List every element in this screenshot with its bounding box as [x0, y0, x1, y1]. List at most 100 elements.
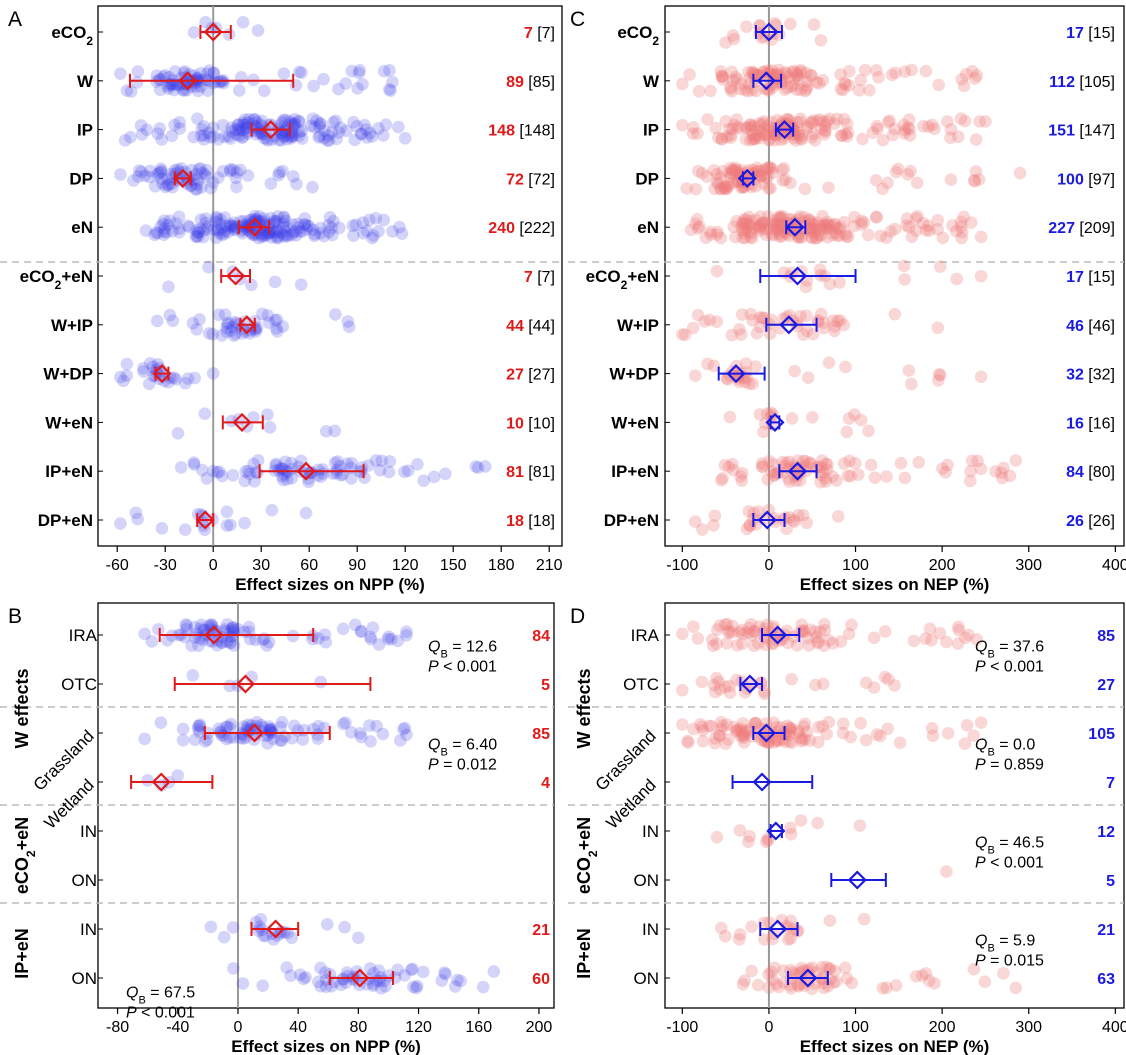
data-point	[743, 118, 756, 132]
x-tick-label: 150	[440, 557, 467, 574]
data-point	[178, 630, 191, 644]
data-point	[372, 638, 386, 651]
mean-marker	[759, 22, 779, 42]
data-point	[963, 474, 977, 488]
mean-marker	[195, 510, 215, 530]
count-label: 27 [27]	[506, 367, 555, 384]
data-point	[772, 980, 786, 994]
data-point	[791, 469, 804, 482]
data-point	[737, 180, 751, 194]
data-point	[400, 728, 413, 742]
data-point	[807, 114, 820, 127]
data-point	[213, 465, 226, 479]
data-point	[720, 718, 734, 731]
data-point	[157, 225, 171, 238]
data-point	[840, 425, 854, 439]
data-point	[200, 170, 213, 184]
data-point	[377, 213, 391, 227]
data-point	[738, 974, 751, 987]
data-point	[801, 119, 814, 133]
data-point	[928, 976, 941, 990]
data-point	[260, 639, 274, 652]
data-point	[738, 231, 752, 245]
data-point	[753, 124, 767, 138]
data-point	[791, 978, 805, 992]
data-point	[254, 913, 268, 926]
data-point	[712, 675, 726, 689]
data-point	[828, 324, 841, 338]
data-point	[773, 211, 787, 225]
data-point	[179, 618, 193, 631]
data-point	[739, 357, 753, 370]
data-point	[212, 171, 225, 185]
data-point	[968, 174, 982, 188]
data-point	[197, 224, 210, 237]
data-point	[944, 173, 958, 187]
data-point	[167, 83, 181, 97]
data-point	[933, 626, 947, 640]
data-point	[803, 456, 817, 469]
data-point	[705, 720, 718, 733]
data-point	[278, 129, 292, 143]
data-point	[192, 719, 205, 733]
data-point	[676, 118, 689, 132]
data-point	[354, 730, 368, 744]
data-point	[312, 120, 326, 133]
data-point	[902, 220, 916, 234]
data-point	[227, 623, 240, 637]
data-point	[736, 729, 750, 742]
count-label: 151 [147]	[1048, 123, 1115, 140]
count-label: 10 [10]	[506, 415, 555, 432]
data-point	[686, 127, 700, 140]
data-point	[900, 212, 914, 225]
data-point	[962, 628, 975, 642]
data-point	[454, 974, 467, 988]
data-point	[233, 163, 247, 177]
data-point	[794, 309, 807, 323]
data-point	[714, 65, 728, 78]
data-point	[730, 214, 743, 228]
data-point	[730, 724, 743, 737]
data-point	[291, 460, 305, 474]
row-label: IN	[80, 920, 97, 939]
panel-label: D	[570, 605, 585, 628]
data-point	[330, 132, 343, 146]
data-point	[974, 716, 988, 729]
data-point	[791, 639, 804, 652]
data-point	[334, 121, 347, 134]
data-point	[707, 164, 721, 177]
data-point	[801, 631, 814, 645]
data-point	[973, 115, 986, 128]
data-point	[833, 276, 846, 289]
data-point	[225, 630, 239, 644]
count-label: 7	[1106, 775, 1115, 792]
mean-marker	[740, 674, 760, 694]
data-point	[737, 736, 751, 749]
data-point	[753, 722, 767, 735]
row-label: IN	[642, 920, 659, 939]
data-point	[293, 968, 307, 982]
data-point	[236, 123, 250, 137]
data-point	[298, 218, 312, 232]
data-point	[724, 128, 737, 142]
data-point	[848, 456, 862, 470]
data-point	[262, 316, 276, 329]
data-point	[744, 118, 758, 131]
data-point	[926, 729, 940, 743]
data-point	[742, 77, 756, 91]
data-point	[262, 635, 276, 649]
data-point	[736, 637, 749, 651]
stat-qb: QB = 5.9	[975, 933, 1035, 955]
data-point	[270, 231, 284, 244]
data-point	[717, 181, 731, 194]
data-point	[277, 228, 291, 242]
data-point	[340, 966, 354, 979]
data-point	[226, 320, 239, 334]
data-point	[805, 116, 819, 130]
data-point	[762, 134, 776, 147]
data-point	[189, 230, 203, 243]
data-point	[329, 308, 342, 321]
data-point	[753, 408, 767, 421]
data-point	[954, 215, 968, 229]
data-point	[826, 314, 840, 327]
